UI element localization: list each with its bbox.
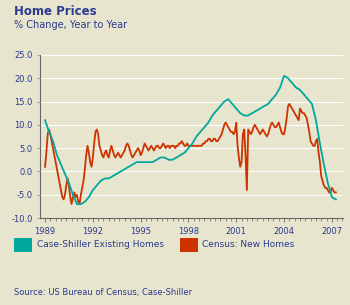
Text: Home Prices: Home Prices [14, 5, 97, 18]
Text: Census: New Homes: Census: New Homes [202, 240, 295, 249]
Text: Case-Shiller Existing Homes: Case-Shiller Existing Homes [37, 240, 164, 249]
Text: % Change, Year to Year: % Change, Year to Year [14, 20, 127, 30]
Text: Source: US Bureau of Census, Case-Shiller: Source: US Bureau of Census, Case-Shille… [14, 288, 192, 297]
